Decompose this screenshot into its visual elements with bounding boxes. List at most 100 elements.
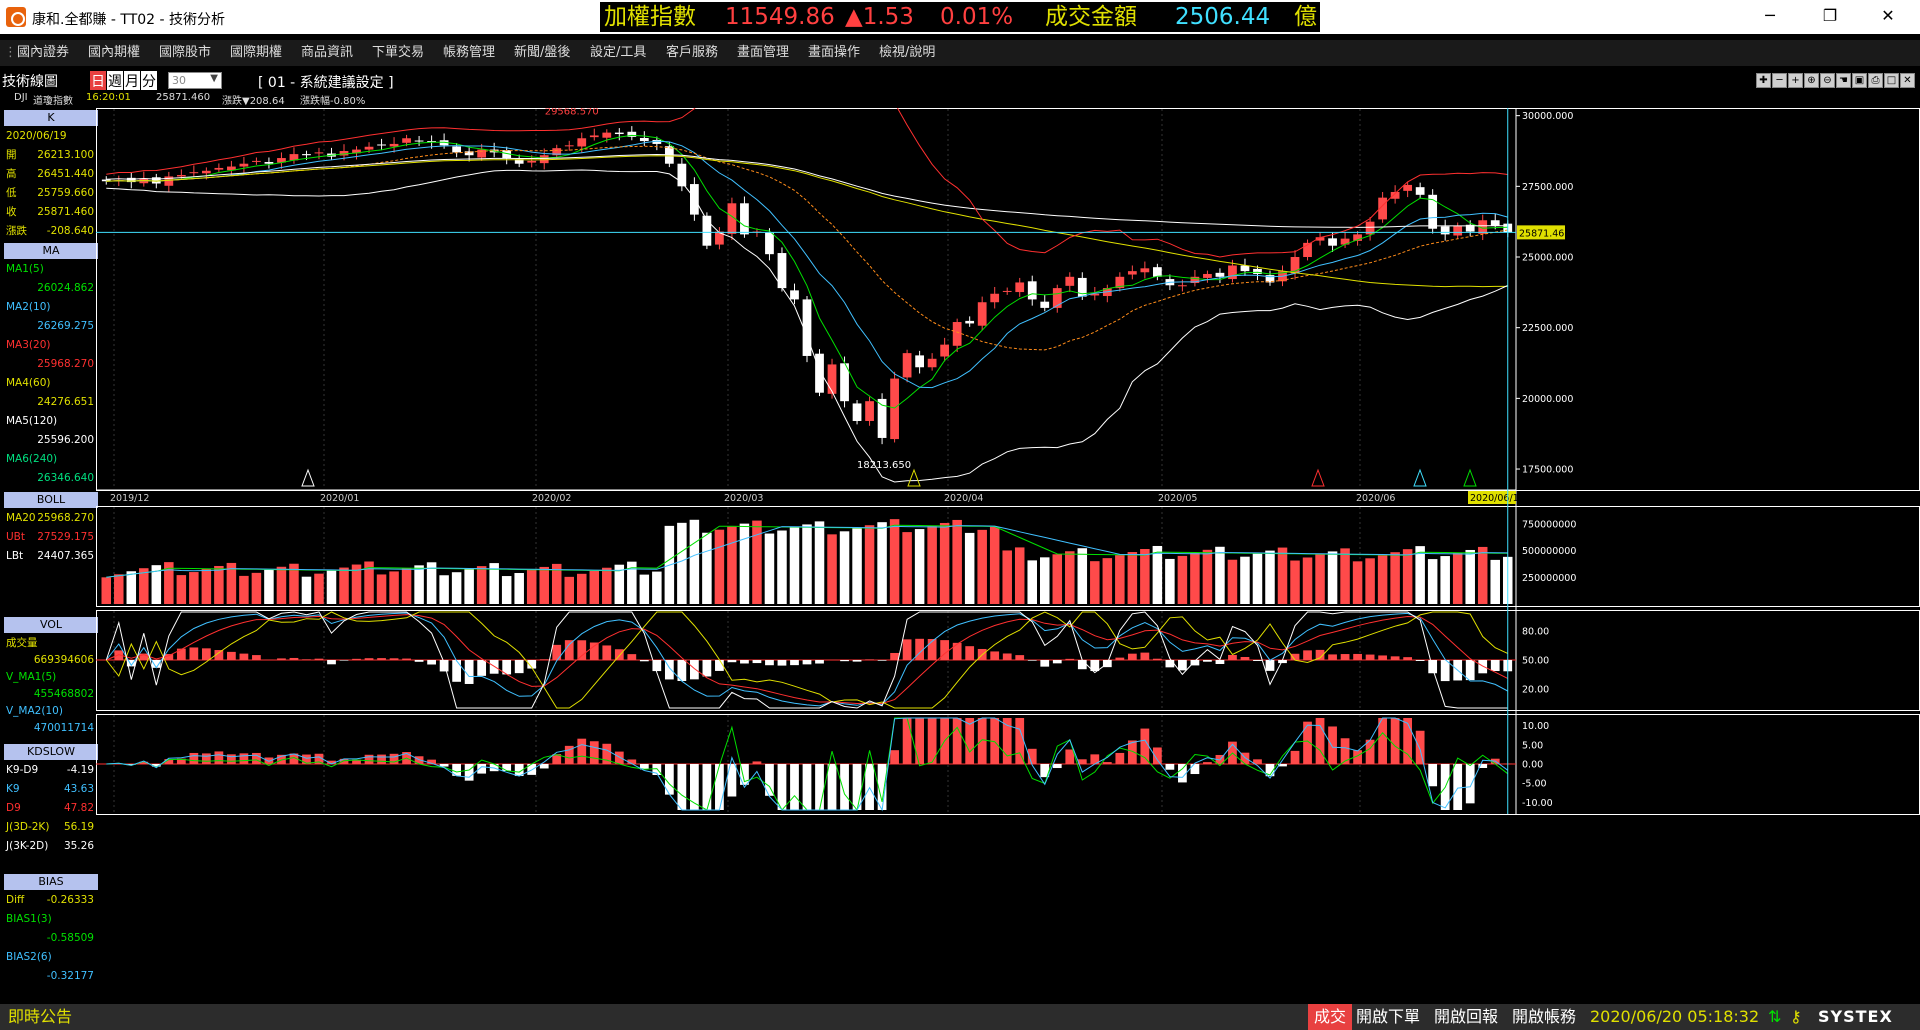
save-icon[interactable]: ▣	[1852, 73, 1867, 88]
crosshair-icon[interactable]: ✚	[1756, 73, 1771, 88]
kd-diff-bar	[564, 640, 574, 660]
period-day-button[interactable]: 日	[90, 71, 106, 90]
technical-chart[interactable]: 2019/12 2020/01 2020/02 2020/03 2020/04 2020/…	[96, 108, 1920, 998]
volume-bar	[1352, 561, 1363, 604]
vol-header[interactable]: VOL	[4, 617, 98, 633]
kd-diff-bar	[664, 660, 674, 680]
kd-header[interactable]: KDSLOW	[4, 744, 98, 760]
menu-item[interactable]: 帳務管理	[443, 45, 496, 60]
k-line	[105, 612, 1508, 707]
bias-tick-label: 10.00	[1522, 721, 1549, 732]
menu-item[interactable]: 國際期權	[230, 45, 283, 60]
volume-bar	[752, 520, 762, 604]
zoom-in-icon[interactable]: ⊕	[1804, 73, 1819, 88]
volume-bar	[326, 570, 337, 604]
menu-item[interactable]: 客戶服務	[666, 45, 719, 60]
candle-body	[1290, 257, 1300, 274]
open-report-button[interactable]: 開啟回報	[1434, 1007, 1499, 1026]
period-week-button[interactable]: 週	[107, 71, 123, 90]
volume-bar	[702, 532, 712, 604]
zoom-out-icon[interactable]: ⊖	[1820, 73, 1835, 88]
k-header[interactable]: K	[4, 110, 98, 126]
plus-icon[interactable]: +	[1788, 73, 1803, 88]
volume-bar	[276, 566, 287, 604]
kd-diff-bar	[1240, 656, 1250, 660]
ma-header[interactable]: MA	[4, 243, 98, 259]
kd-diff-bar	[339, 660, 349, 661]
volume-bar	[1427, 559, 1438, 604]
menu-item[interactable]: 國內期權	[88, 45, 141, 60]
period-month-button[interactable]: 月	[124, 71, 140, 90]
last-price-label: 25871.460	[1519, 228, 1570, 239]
volume-bar	[764, 533, 775, 604]
candle-body	[314, 152, 324, 154]
menu-item[interactable]: 檢視/說明	[879, 45, 936, 60]
volume-bar	[952, 519, 962, 604]
candle-body	[1265, 275, 1275, 283]
menu-item[interactable]: 畫面操作	[808, 45, 861, 60]
candle-body	[364, 146, 374, 150]
period-minute-button[interactable]: 分	[141, 71, 157, 90]
volume-bar	[1452, 553, 1463, 604]
setting-label[interactable]: [ 01 - 系統建議設定 ]	[258, 75, 394, 91]
candle-body	[865, 401, 874, 421]
close-button[interactable]: ✕	[1881, 6, 1895, 25]
bias-diff-bar	[915, 718, 924, 764]
volume-bar	[1090, 561, 1100, 604]
menu-item[interactable]: 國內證券	[17, 45, 70, 60]
period-select[interactable]: 30 ▼	[168, 72, 222, 89]
kd-tick-label: 80.00	[1522, 627, 1549, 638]
kd-diff-bar	[464, 660, 474, 684]
bias-diff-bar	[715, 764, 724, 810]
trade-indicator[interactable]: 成交	[1308, 1004, 1353, 1030]
vma1-value: 455468802	[33, 688, 94, 700]
hand-icon[interactable]: ☚	[1836, 73, 1851, 88]
menu-item[interactable]: 下單交易	[372, 45, 425, 60]
j2-line	[105, 611, 1508, 709]
minus-icon[interactable]: ─	[1772, 73, 1787, 88]
bias-diff-bar	[1453, 764, 1463, 810]
kd-diff-bar	[289, 657, 299, 660]
volume-bar	[1402, 549, 1413, 604]
vma2-value: 470011714	[33, 722, 94, 734]
candle-body	[802, 299, 812, 356]
menu-item[interactable]: 設定/工具	[590, 45, 647, 60]
bias-diff-bar	[302, 754, 311, 764]
bias-header[interactable]: BIAS	[4, 874, 98, 890]
ticker-volume-value: 2506.44	[1175, 4, 1271, 30]
candle-body	[176, 175, 186, 177]
print-icon[interactable]: ⎙	[1868, 73, 1883, 88]
kd-j2: J(3K-2D) 35.26	[6, 840, 94, 852]
bias-diff-bar	[239, 753, 249, 764]
candle-body	[890, 378, 899, 440]
bias-diff-bar	[564, 745, 574, 764]
announcement-button[interactable]: 即時公告	[8, 1007, 73, 1026]
maximize-button[interactable]: ❐	[1822, 6, 1838, 25]
bias-diff-bar	[877, 764, 887, 810]
volume-bar	[239, 575, 249, 604]
bias-diff-bar	[1415, 730, 1425, 764]
candle-body	[877, 398, 887, 438]
menu-item[interactable]: 國際股市	[159, 45, 212, 60]
menu-item[interactable]: 新聞/盤後	[514, 45, 571, 60]
kd-diff-bar	[1340, 654, 1350, 660]
open-order-button[interactable]: 開啟下單	[1356, 1007, 1421, 1026]
menu-item[interactable]: 畫面管理	[737, 45, 790, 60]
boll-header[interactable]: BOLL	[4, 492, 98, 508]
menu-item[interactable]: 商品資訊	[301, 45, 354, 60]
ma5-line	[106, 134, 1508, 409]
volume-bar	[164, 562, 174, 604]
kd-diff-bar	[840, 660, 849, 662]
price-tick-label: 25000.000	[1522, 253, 1573, 264]
ticker-value: 11549.86	[725, 4, 835, 30]
window-icon[interactable]: □	[1884, 73, 1899, 88]
indicator-panel: K 2020/06/19 開 26213.100 高 26451.440 低 2575…	[2, 110, 98, 996]
bias-diff-bar	[1077, 759, 1087, 764]
kd-diff-bar	[902, 639, 912, 660]
volume-bar	[714, 529, 725, 604]
kd-diff-bar	[690, 660, 699, 680]
open-account-button[interactable]: 開啟帳務	[1512, 1007, 1577, 1026]
bias-diff-bar	[1315, 718, 1325, 764]
close-panel-icon[interactable]: ✕	[1900, 73, 1915, 88]
minimize-button[interactable]: ─	[1765, 6, 1775, 25]
